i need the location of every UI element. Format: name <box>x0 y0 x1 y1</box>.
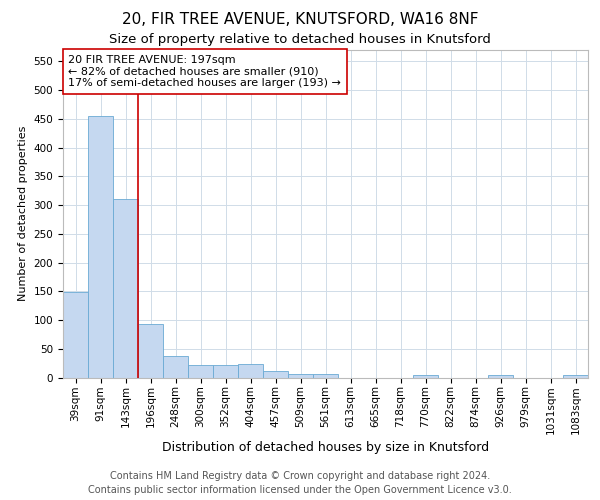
Text: Contains HM Land Registry data © Crown copyright and database right 2024.
Contai: Contains HM Land Registry data © Crown c… <box>88 471 512 495</box>
Text: 20, FIR TREE AVENUE, KNUTSFORD, WA16 8NF: 20, FIR TREE AVENUE, KNUTSFORD, WA16 8NF <box>122 12 478 28</box>
Bar <box>488 375 513 378</box>
Bar <box>313 374 338 378</box>
Bar <box>63 292 88 378</box>
Bar <box>263 370 288 378</box>
Y-axis label: Number of detached properties: Number of detached properties <box>18 126 28 302</box>
Bar <box>88 116 113 378</box>
Bar <box>188 365 213 378</box>
X-axis label: Distribution of detached houses by size in Knutsford: Distribution of detached houses by size … <box>162 440 489 454</box>
Bar <box>138 324 163 378</box>
Bar <box>213 365 238 378</box>
Bar <box>113 199 138 378</box>
Bar <box>288 374 313 378</box>
Bar <box>238 364 263 378</box>
Bar <box>413 375 438 378</box>
Bar <box>563 375 588 378</box>
Text: 20 FIR TREE AVENUE: 197sqm
← 82% of detached houses are smaller (910)
17% of sem: 20 FIR TREE AVENUE: 197sqm ← 82% of deta… <box>68 55 341 88</box>
Text: Size of property relative to detached houses in Knutsford: Size of property relative to detached ho… <box>109 32 491 46</box>
Bar <box>163 356 188 378</box>
